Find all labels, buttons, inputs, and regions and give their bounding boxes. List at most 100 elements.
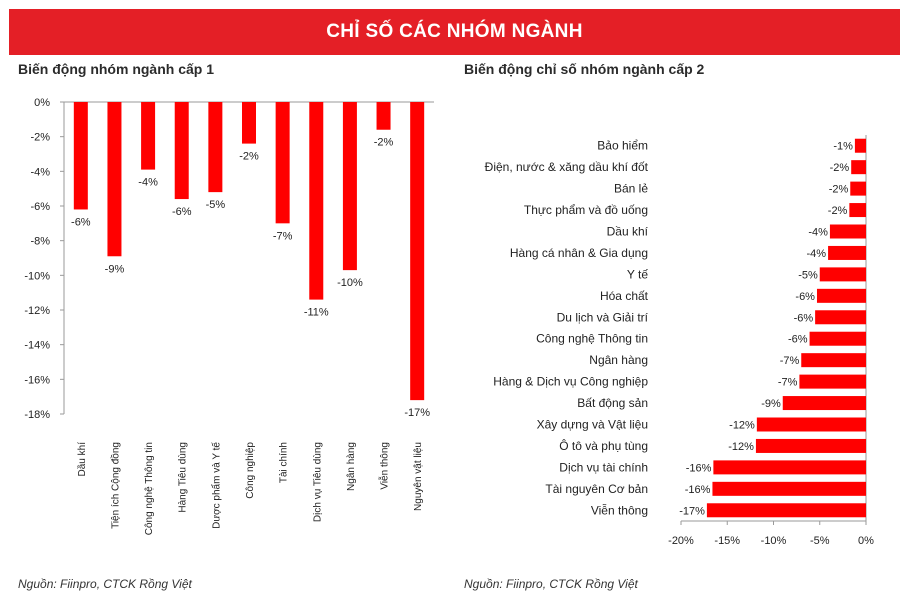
bar bbox=[410, 102, 425, 401]
data-label: -7% bbox=[780, 355, 800, 367]
y-tick-label: -12% bbox=[24, 305, 50, 317]
data-label: -17% bbox=[679, 505, 705, 517]
y-tick-label: -16% bbox=[24, 374, 50, 386]
x-tick-label: -5% bbox=[810, 535, 830, 547]
data-label: -12% bbox=[729, 420, 755, 432]
x-tick-label: 0% bbox=[858, 535, 874, 547]
category-label: Công nghệ Thông tin bbox=[536, 332, 648, 346]
category-label: Viễn thông bbox=[591, 502, 648, 517]
bar bbox=[756, 417, 866, 432]
category-label: Bán lẻ bbox=[614, 182, 648, 196]
data-label: -7% bbox=[273, 230, 293, 242]
data-label: -2% bbox=[829, 184, 849, 196]
x-tick-label: Hàng Tiêu dùng bbox=[178, 442, 189, 513]
left-source-note: Nguồn: Fiinpro, CTCK Rồng Việt bbox=[18, 577, 192, 591]
bar bbox=[755, 438, 866, 453]
header-banner: CHỈ SỐ CÁC NHÓM NGÀNH bbox=[9, 9, 900, 55]
category-label: Thực phẩm và đồ uống bbox=[524, 203, 648, 217]
data-label: -4% bbox=[808, 227, 828, 239]
category-label: Tài nguyên Cơ bản bbox=[545, 482, 648, 496]
category-label: Hàng cá nhân & Gia dụng bbox=[510, 246, 648, 260]
bar bbox=[706, 503, 866, 518]
category-label: Ô tô và phụ tùng bbox=[559, 438, 648, 453]
data-label: -5% bbox=[206, 199, 226, 211]
x-tick-label: Tài chính bbox=[279, 442, 290, 483]
bar bbox=[816, 288, 866, 303]
bar bbox=[782, 396, 866, 411]
data-label: -2% bbox=[374, 137, 394, 149]
bar bbox=[819, 267, 866, 282]
bar bbox=[828, 245, 866, 260]
x-tick-label: Viễn thông bbox=[378, 442, 391, 490]
x-tick-label: Ngân hàng bbox=[346, 442, 357, 491]
page-title: CHỈ SỐ CÁC NHÓM NGÀNH bbox=[326, 21, 583, 42]
category-label: Hóa chất bbox=[600, 289, 649, 303]
bar bbox=[107, 102, 122, 257]
x-tick-label: -15% bbox=[714, 535, 740, 547]
data-label: -6% bbox=[788, 334, 808, 346]
bar bbox=[309, 102, 324, 300]
bar bbox=[342, 102, 357, 271]
y-tick-label: -14% bbox=[24, 340, 50, 352]
x-tick-label: Dịch vụ Tiêu dùng bbox=[312, 442, 323, 522]
category-label: Dầu khí bbox=[607, 225, 649, 239]
x-tick-label: -10% bbox=[761, 535, 787, 547]
bar bbox=[208, 102, 223, 193]
bar bbox=[851, 160, 866, 175]
y-tick-label: -2% bbox=[30, 132, 50, 144]
category-label: Bất động sản bbox=[577, 396, 648, 410]
data-label: -9% bbox=[105, 263, 125, 275]
category-label: Ngân hàng bbox=[589, 353, 648, 367]
data-label: -9% bbox=[761, 398, 781, 410]
bar bbox=[713, 460, 866, 475]
x-tick-label: -20% bbox=[668, 535, 694, 547]
data-label: -5% bbox=[798, 269, 818, 281]
x-tick-label: Dầu khí bbox=[76, 442, 88, 477]
category-label: Du lịch và Giải trí bbox=[557, 310, 649, 324]
data-label: -6% bbox=[172, 206, 192, 218]
x-tick-label: Công nghệ Thông tin bbox=[144, 442, 155, 535]
x-tick-label: Tiện ích Cộng đồng bbox=[109, 442, 121, 529]
data-label: -6% bbox=[71, 216, 91, 228]
data-label: -2% bbox=[830, 162, 850, 174]
right-chart-title: Biến động chỉ số nhóm ngành cấp 2 bbox=[464, 61, 705, 77]
data-label: -12% bbox=[728, 441, 754, 453]
data-label: -4% bbox=[138, 177, 158, 189]
data-label: -2% bbox=[239, 151, 259, 163]
bar bbox=[829, 224, 866, 239]
y-tick-label: 0% bbox=[34, 97, 50, 109]
right-source-note: Nguồn: Fiinpro, CTCK Rồng Việt bbox=[464, 577, 638, 591]
x-tick-label: Nguyên vật liệu bbox=[413, 442, 424, 511]
y-tick-label: -6% bbox=[30, 201, 50, 213]
data-label: -17% bbox=[404, 407, 430, 419]
y-tick-label: -18% bbox=[24, 409, 50, 421]
bar bbox=[242, 102, 256, 144]
y-tick-label: -10% bbox=[24, 270, 50, 282]
bar bbox=[801, 353, 866, 368]
y-tick-label: -4% bbox=[30, 166, 50, 178]
x-tick-label: Dược phẩm và Y tế bbox=[210, 442, 222, 529]
bar bbox=[275, 102, 290, 224]
bar bbox=[850, 181, 866, 196]
data-label: -2% bbox=[828, 205, 848, 217]
category-label: Xây dựng và Vật liệu bbox=[537, 418, 648, 432]
bar bbox=[73, 102, 88, 210]
data-label: -6% bbox=[795, 291, 815, 303]
category-label: Hàng & Dịch vụ Công nghiệp bbox=[493, 375, 648, 389]
y-tick-label: -8% bbox=[30, 236, 50, 248]
bar bbox=[815, 310, 866, 325]
bar bbox=[809, 331, 866, 346]
data-label: -16% bbox=[686, 462, 712, 474]
bar bbox=[174, 102, 189, 200]
data-label: -4% bbox=[807, 248, 827, 260]
category-label: Y tế bbox=[627, 267, 648, 281]
category-label: Dịch vụ tài chính bbox=[559, 460, 648, 474]
x-tick-label: Công nghiệp bbox=[245, 442, 256, 499]
category-label: Điện, nước & xăng dầu khí đốt bbox=[485, 160, 649, 174]
bar bbox=[799, 374, 866, 389]
bar bbox=[141, 102, 156, 170]
data-label: -16% bbox=[685, 484, 711, 496]
data-label: -11% bbox=[304, 307, 329, 319]
